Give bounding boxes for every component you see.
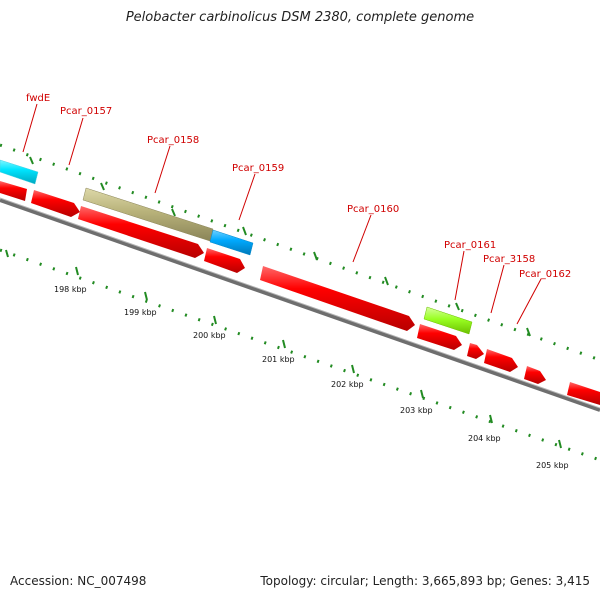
cds-track bbox=[0, 181, 600, 405]
cds-arrow[interactable] bbox=[260, 266, 415, 331]
genome-title: Pelobacter carbinolicus DSM 2380, comple… bbox=[125, 10, 475, 25]
cds-arrow[interactable] bbox=[417, 324, 462, 350]
cds-arrow[interactable] bbox=[567, 382, 600, 405]
lower-tick-track bbox=[0, 248, 600, 462]
cds-arrow[interactable] bbox=[31, 190, 80, 217]
genome-backbone bbox=[0, 197, 600, 412]
feature-track-upper bbox=[0, 159, 473, 335]
genome-summary-text: Topology: circular; Length: 3,665,893 bp… bbox=[260, 574, 590, 588]
scale-label: 205 kbp bbox=[536, 461, 569, 470]
gene-label-pcar-0161[interactable]: Pcar_0161 bbox=[444, 240, 496, 251]
label-leaders bbox=[22, 103, 542, 325]
gene-label-pcar-0157[interactable]: Pcar_0157 bbox=[60, 106, 112, 117]
cds-arrow[interactable] bbox=[204, 248, 245, 273]
scale-label: 204 kbp bbox=[468, 434, 501, 443]
scale-label: 202 kbp bbox=[331, 380, 364, 389]
gene-label-pcar-3158[interactable]: Pcar_3158 bbox=[483, 254, 535, 265]
cds-arrow[interactable] bbox=[524, 366, 546, 384]
gene-label-fwdE[interactable]: fwdE bbox=[26, 93, 50, 104]
scale-label: 198 kbp bbox=[54, 285, 87, 294]
gene-label-pcar-0160[interactable]: Pcar_0160 bbox=[347, 204, 399, 215]
cds-arrow[interactable] bbox=[484, 349, 518, 372]
cds-arrow[interactable] bbox=[467, 343, 484, 359]
scale-label: 200 kbp bbox=[193, 331, 226, 340]
scale-label: 203 kbp bbox=[400, 406, 433, 415]
gene-label-pcar-0158[interactable]: Pcar_0158 bbox=[147, 135, 199, 146]
scale-label: 199 kbp bbox=[124, 308, 157, 317]
accession-text: Accession: NC_007498 bbox=[10, 574, 147, 588]
pcar-0159-feature[interactable] bbox=[209, 229, 254, 256]
gene-label-pcar-0159[interactable]: Pcar_0159 bbox=[232, 163, 284, 174]
gene-label-pcar-0162[interactable]: Pcar_0162 bbox=[519, 269, 571, 280]
scale-label: 201 kbp bbox=[262, 355, 295, 364]
fwdE-feature[interactable] bbox=[0, 159, 39, 185]
cds-arrow[interactable] bbox=[0, 181, 27, 201]
scale-labels: 198 kbp 199 kbp 200 kbp 201 kbp 202 kbp … bbox=[54, 285, 569, 470]
pcar-0161-feature[interactable] bbox=[423, 306, 473, 335]
cds-arrow[interactable] bbox=[78, 206, 204, 258]
gene-labels: fwdE Pcar_0157 Pcar_0158 Pcar_0159 Pcar_… bbox=[26, 93, 571, 280]
upper-tick-track bbox=[0, 143, 600, 362]
